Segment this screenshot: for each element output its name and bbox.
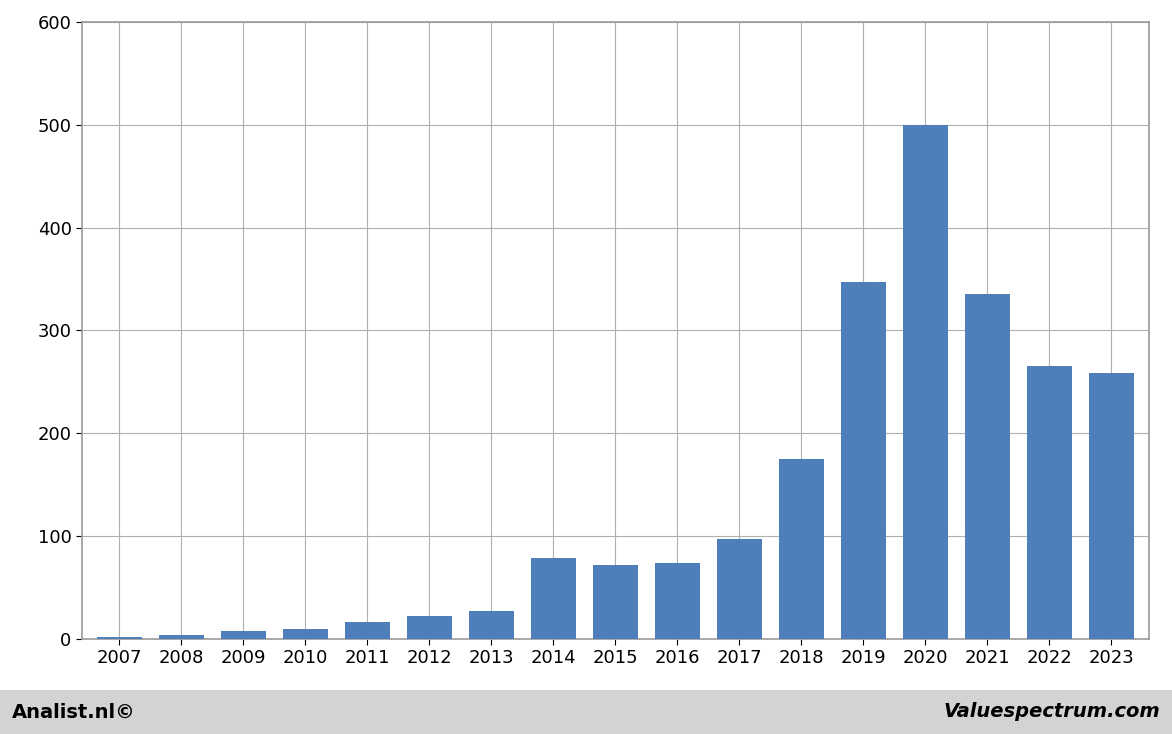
Bar [97, 636, 142, 639]
Bar [469, 611, 513, 639]
Bar [282, 629, 328, 639]
Bar [841, 282, 886, 639]
Bar [159, 636, 204, 639]
Bar [655, 562, 700, 639]
Bar [345, 622, 389, 639]
Bar [407, 616, 451, 639]
Bar [965, 294, 1009, 639]
Bar [593, 564, 638, 639]
Bar [531, 559, 575, 639]
Bar [902, 125, 948, 639]
Text: Valuespectrum.com: Valuespectrum.com [943, 702, 1160, 722]
Bar [1027, 366, 1071, 639]
Bar [779, 459, 824, 639]
Text: Analist.nl©: Analist.nl© [12, 702, 136, 722]
Bar [222, 631, 266, 639]
Bar [1089, 374, 1133, 639]
Bar [717, 539, 762, 639]
